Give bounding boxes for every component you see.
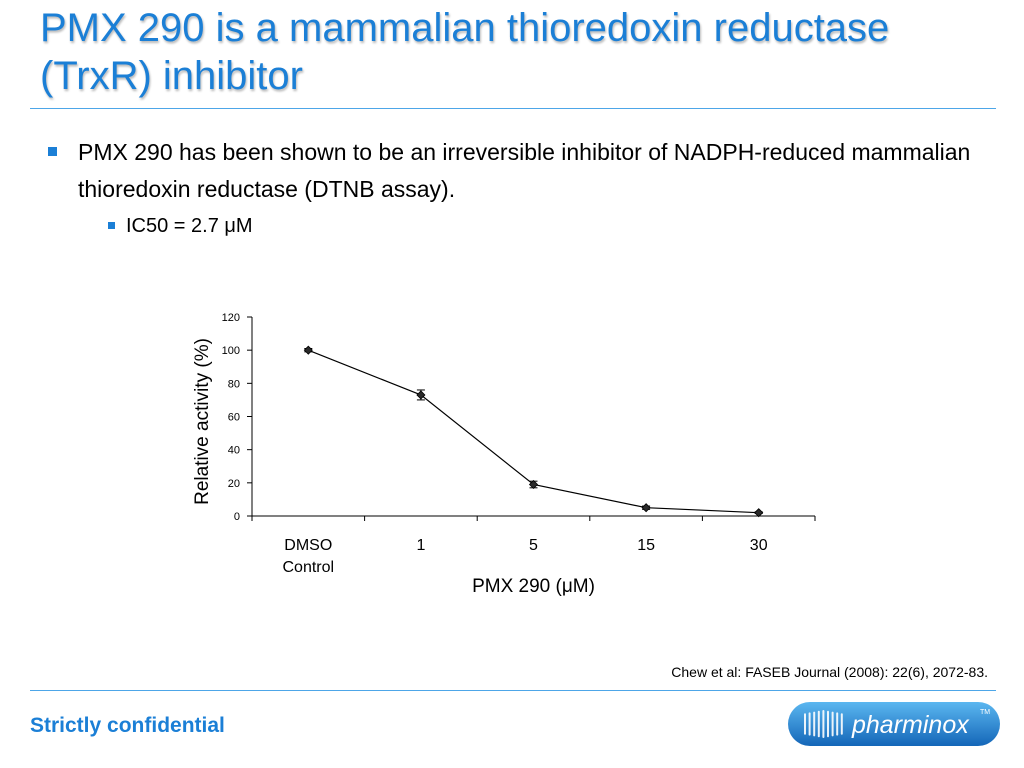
logo-trademark: TM <box>980 709 990 716</box>
data-point <box>754 508 764 518</box>
x-tick-label: 1 <box>416 537 425 554</box>
y-tick-label: 0 <box>234 511 240 523</box>
y-tick-label: 120 <box>222 312 240 324</box>
slide-title: PMX 290 is a mammalian thioredoxin reduc… <box>40 6 890 98</box>
square-bullet-icon <box>108 222 115 229</box>
x-tick-label: 15 <box>637 537 655 554</box>
data-point <box>528 479 539 490</box>
footer-divider <box>30 690 996 691</box>
bullet-text: PMX 290 has been shown to be an irrevers… <box>78 139 971 202</box>
bullet-list: PMX 290 has been shown to be an irrevers… <box>48 134 978 241</box>
data-point <box>303 345 313 355</box>
x-tick-label: 5 <box>529 537 538 554</box>
x-axis-title: PMX 290 (μM) <box>472 576 595 597</box>
sub-bullet-text: IC50 = 2.7 μM <box>126 215 253 237</box>
logo-wordmark: pharminox <box>851 711 970 739</box>
y-tick-label: 80 <box>228 378 240 390</box>
y-tick-label: 60 <box>228 412 240 424</box>
title-divider <box>30 108 996 109</box>
y-axis-title: Relative activity (%) <box>192 338 213 505</box>
x-tick-label: 30 <box>750 537 768 554</box>
y-tick-label: 100 <box>222 345 240 357</box>
square-bullet-icon <box>48 147 57 156</box>
sub-bullet-item: IC50 = 2.7 μM <box>108 211 978 241</box>
data-point <box>641 503 651 513</box>
bullet-item: PMX 290 has been shown to be an irrevers… <box>48 134 978 208</box>
y-tick-label: 40 <box>228 445 240 457</box>
pharminox-logo: pharminox TM <box>784 698 1004 755</box>
data-point <box>416 390 426 400</box>
y-tick-label: 20 <box>228 478 240 490</box>
citation: Chew et al: FASEB Journal (2008): 22(6),… <box>671 664 988 680</box>
logo-icon: pharminox TM <box>788 702 1000 746</box>
x-tick-label: DMSO Control <box>283 537 335 576</box>
footer-text: Strictly confidential <box>30 714 225 737</box>
